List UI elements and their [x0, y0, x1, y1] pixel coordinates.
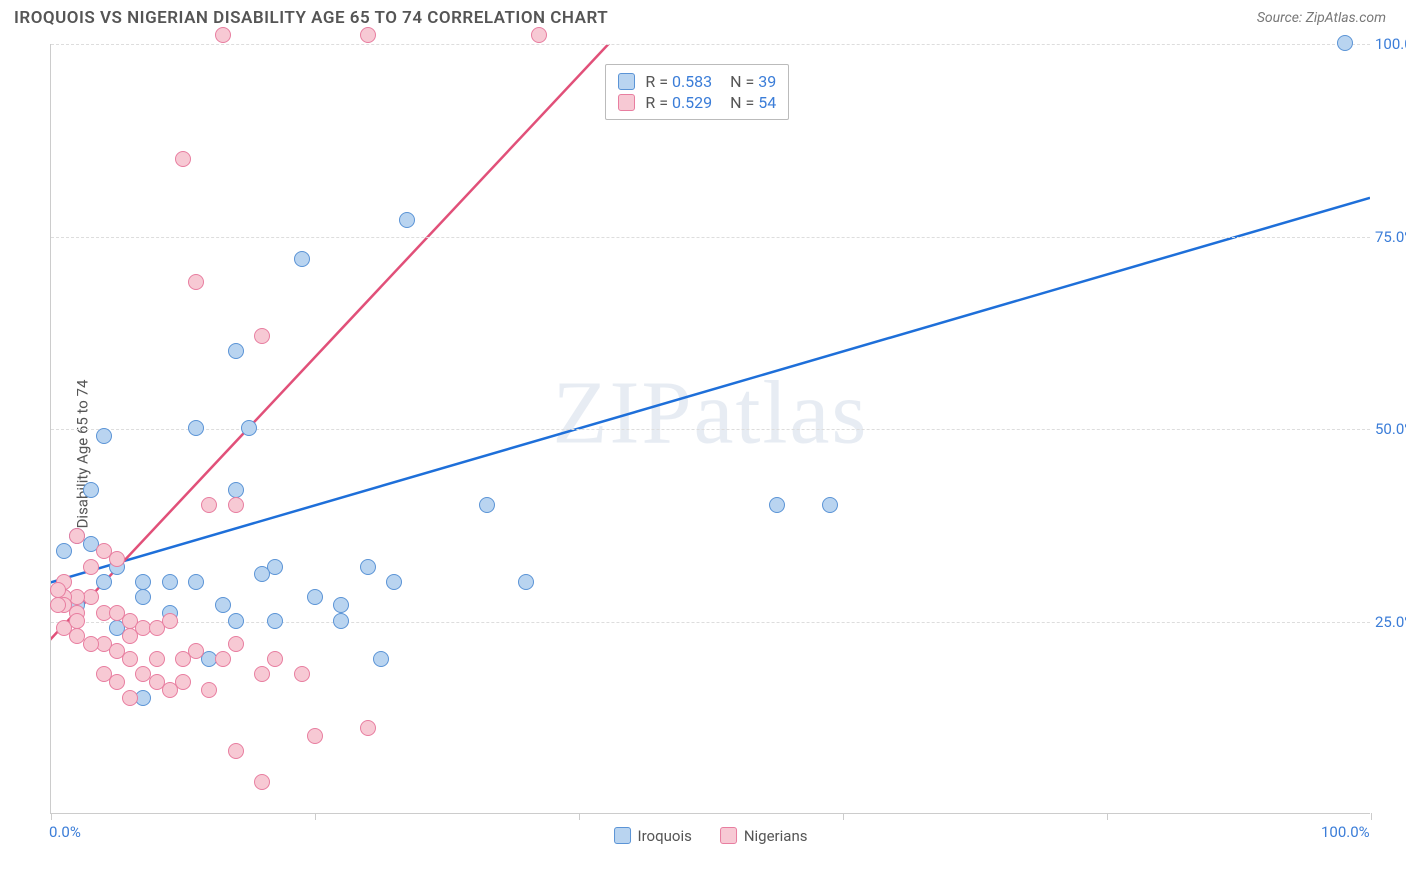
scatter-point [162, 613, 178, 629]
scatter-point [254, 328, 270, 344]
scatter-point [254, 666, 270, 682]
scatter-point [531, 27, 547, 43]
chart-source: Source: ZipAtlas.com [1257, 10, 1386, 26]
gridline [51, 44, 1370, 45]
x-tick [51, 813, 52, 820]
y-tick-label: 75.0% [1375, 228, 1406, 246]
trend-line [51, 198, 1370, 590]
scatter-point [386, 574, 402, 590]
scatter-point [188, 574, 204, 590]
scatter-point [96, 428, 112, 444]
scatter-point [1337, 35, 1353, 51]
scatter-point [307, 589, 323, 605]
stats-swatch [618, 94, 635, 111]
scatter-point [201, 497, 217, 513]
y-tick-label: 25.0% [1375, 613, 1406, 631]
chart-title: IROQUOIS VS NIGERIAN DISABILITY AGE 65 T… [14, 8, 608, 28]
stats-swatch [618, 73, 635, 90]
legend-swatch [720, 827, 737, 844]
stats-row: R = 0.583 N = 39 [618, 71, 776, 92]
scatter-point [188, 420, 204, 436]
plot-area: ZIPatlas 25.0%50.0%75.0%100.0%0.0%100.0%… [50, 44, 1370, 814]
scatter-point [254, 566, 270, 582]
legend: Iroquois Nigerians [614, 827, 808, 845]
scatter-point [69, 528, 85, 544]
scatter-point [122, 651, 138, 667]
scatter-point [149, 651, 165, 667]
y-tick-label: 50.0% [1375, 420, 1406, 438]
scatter-point [135, 589, 151, 605]
scatter-point [83, 559, 99, 575]
scatter-point [360, 720, 376, 736]
scatter-point [399, 212, 415, 228]
y-tick-label: 100.0% [1375, 35, 1406, 53]
x-tick [315, 813, 316, 820]
scatter-point [50, 582, 66, 598]
legend-label: Iroquois [638, 827, 692, 845]
scatter-point [215, 651, 231, 667]
scatter-point [228, 613, 244, 629]
scatter-point [241, 420, 257, 436]
scatter-point [175, 151, 191, 167]
scatter-point [294, 251, 310, 267]
scatter-point [56, 543, 72, 559]
scatter-point [228, 636, 244, 652]
scatter-point [83, 482, 99, 498]
scatter-point [307, 728, 323, 744]
scatter-point [201, 682, 217, 698]
chart-header: IROQUOIS VS NIGERIAN DISABILITY AGE 65 T… [0, 0, 1406, 34]
stats-row: R = 0.529 N = 54 [618, 92, 776, 113]
scatter-point [162, 574, 178, 590]
gridline [51, 622, 1370, 623]
legend-swatch [614, 827, 631, 844]
scatter-point [215, 27, 231, 43]
scatter-point [122, 628, 138, 644]
legend-item: Iroquois [614, 827, 692, 845]
scatter-point [769, 497, 785, 513]
scatter-point [479, 497, 495, 513]
scatter-point [228, 497, 244, 513]
scatter-point [373, 651, 389, 667]
stats-box: R = 0.583 N = 39R = 0.529 N = 54 [605, 64, 789, 120]
scatter-point [175, 674, 191, 690]
scatter-point [267, 651, 283, 667]
watermark: ZIPatlas [553, 362, 869, 465]
x-tick-label: 0.0% [49, 823, 81, 841]
x-tick [843, 813, 844, 820]
chart-container: Disability Age 65 to 74 ZIPatlas 25.0%50… [0, 34, 1406, 874]
scatter-point [518, 574, 534, 590]
x-tick-label: 100.0% [1321, 823, 1370, 841]
scatter-point [96, 574, 112, 590]
x-tick [1107, 813, 1108, 820]
scatter-point [228, 343, 244, 359]
scatter-point [294, 666, 310, 682]
scatter-point [215, 597, 231, 613]
scatter-point [360, 27, 376, 43]
x-tick [579, 813, 580, 820]
scatter-point [122, 690, 138, 706]
scatter-point [83, 636, 99, 652]
scatter-point [135, 574, 151, 590]
scatter-point [360, 559, 376, 575]
gridline [51, 237, 1370, 238]
scatter-point [188, 643, 204, 659]
scatter-point [267, 613, 283, 629]
scatter-point [96, 666, 112, 682]
x-tick [1371, 813, 1372, 820]
scatter-point [822, 497, 838, 513]
scatter-point [228, 743, 244, 759]
legend-item: Nigerians [720, 827, 808, 845]
legend-label: Nigerians [744, 827, 808, 845]
scatter-point [254, 774, 270, 790]
scatter-point [50, 597, 66, 613]
scatter-point [69, 613, 85, 629]
scatter-point [188, 274, 204, 290]
scatter-point [333, 613, 349, 629]
scatter-point [109, 551, 125, 567]
scatter-point [333, 597, 349, 613]
scatter-point [228, 482, 244, 498]
